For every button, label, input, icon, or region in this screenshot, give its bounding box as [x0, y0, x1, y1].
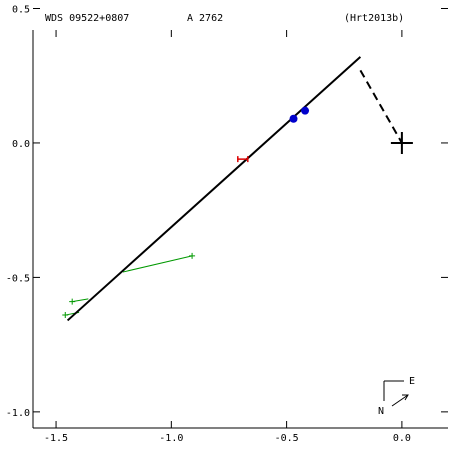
- x-tick-label: 0.0: [393, 433, 411, 444]
- red-observation-point: [237, 156, 249, 163]
- green-observation-point: [62, 312, 69, 319]
- wds-label: WDS 09522+0807: [45, 13, 129, 24]
- motion-arrowhead-icon: [402, 394, 409, 401]
- y-tick-label: -0.5: [6, 273, 30, 284]
- y-tick-label: -1.0: [6, 408, 30, 419]
- x-axis: -1.5 -1.0 -0.5 0.0: [44, 30, 411, 444]
- chart-marks: [62, 56, 413, 322]
- y-axis: 0.5 0.0 -0.5 -1.0: [6, 4, 448, 419]
- primary-star-marker: [390, 131, 413, 154]
- x-tick-label: -1.0: [159, 433, 183, 444]
- y-tick-label: 0.5: [12, 4, 30, 15]
- orbit-line: [66, 56, 362, 322]
- motion-arrow-icon: [391, 394, 409, 407]
- plot-frame: [32, 30, 448, 429]
- blue-observation-point: [289, 114, 298, 123]
- x-tick-label: -1.5: [44, 433, 68, 444]
- discoverer-label: A 2762: [187, 13, 223, 24]
- blue-observation-point: [301, 106, 310, 115]
- compass: E N: [378, 376, 415, 417]
- green-observation-point: [69, 298, 76, 305]
- y-tick-label: 0.0: [12, 139, 30, 150]
- x-tick-label: -0.5: [275, 433, 299, 444]
- residual-track: [122, 255, 193, 273]
- node-line: [359, 69, 403, 144]
- green-observation-point: [189, 252, 196, 259]
- compass-east-label: E: [409, 376, 415, 387]
- compass-north-label: N: [378, 406, 384, 417]
- reference-label: (Hrt2013b): [344, 13, 404, 24]
